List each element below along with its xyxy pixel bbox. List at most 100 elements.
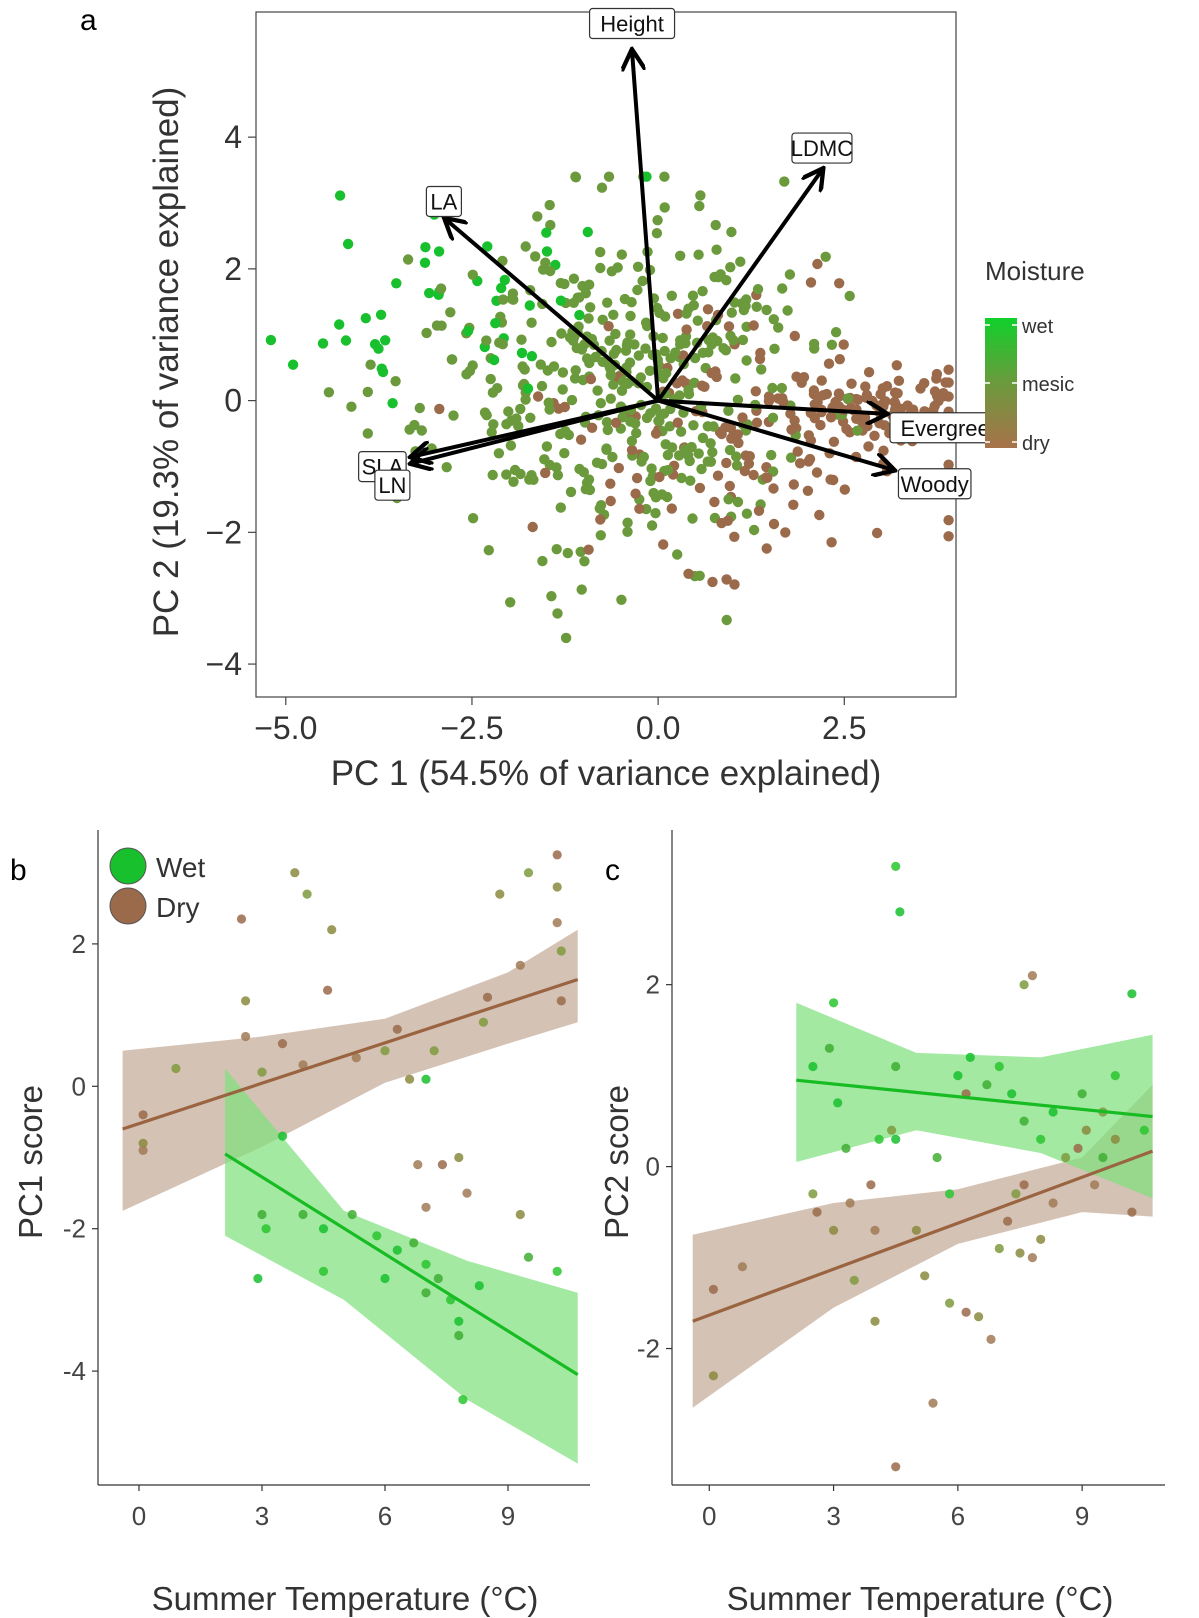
pca-point — [768, 314, 779, 325]
panel-b-axes: 0 3 6 9 2 0 -2 -4 — [63, 830, 590, 1531]
data-point-wet — [891, 1061, 901, 1072]
pca-point — [646, 463, 657, 474]
pca-point — [683, 568, 694, 579]
pca-point — [436, 320, 447, 331]
pca-point — [541, 246, 553, 257]
pca-point — [496, 282, 507, 294]
pca-point — [537, 555, 548, 567]
pca-point — [761, 543, 772, 554]
pca-point — [659, 171, 670, 182]
pca-point — [834, 278, 845, 289]
pca-point — [726, 307, 737, 318]
pca-point — [767, 382, 778, 394]
data-point-dry — [171, 1063, 181, 1074]
pca-point — [610, 328, 621, 340]
panel-b-chart: 0 3 6 9 2 0 -2 -4 Summer Temperature (°C) PC1 s… — [12, 830, 590, 1617]
data-point-dry — [556, 946, 566, 956]
pca-point — [530, 251, 541, 262]
pca-point — [820, 251, 831, 262]
data-point-dry — [462, 1188, 472, 1198]
data-point-dry — [138, 1110, 148, 1120]
pca-point — [564, 332, 576, 343]
pca-point — [792, 446, 803, 457]
pca-point — [575, 434, 587, 445]
data-point-wet — [833, 1098, 843, 1108]
pca-point — [794, 458, 806, 469]
pca-point — [744, 451, 755, 462]
pca-point — [662, 449, 674, 461]
pca-point — [434, 403, 445, 415]
data-point-wet — [552, 1266, 562, 1276]
pca-point — [842, 393, 854, 404]
pca-point — [610, 417, 622, 428]
pca-point — [777, 396, 789, 407]
pca-point — [608, 348, 620, 359]
pca-point — [632, 261, 644, 272]
pca-point — [604, 335, 615, 346]
fit-line-wet — [796, 1078, 1153, 1119]
data-point-dry — [302, 889, 312, 899]
data-point-wet — [392, 1245, 402, 1255]
pca-point — [555, 295, 567, 306]
pca-point — [728, 335, 739, 346]
data-point-dry — [478, 1017, 488, 1027]
loading-label-la: LA — [430, 189, 457, 214]
pca-point — [391, 278, 402, 289]
data-point-dry — [1027, 971, 1037, 981]
pca-point — [416, 425, 427, 436]
data-point-wet — [421, 1074, 431, 1084]
data-point-dry — [392, 1024, 402, 1034]
moisture-colorbar — [985, 318, 1017, 448]
pca-point — [606, 266, 617, 277]
pca-point — [505, 597, 516, 608]
pca-point — [576, 344, 588, 355]
pca-point — [803, 430, 814, 441]
data-point-wet — [257, 1209, 267, 1220]
data-point-wet — [1110, 1071, 1120, 1081]
pca-point — [499, 274, 510, 286]
pca-point — [889, 396, 900, 408]
pca-point — [828, 436, 840, 447]
pca-point — [574, 309, 585, 321]
pca-point — [586, 422, 598, 433]
pca-point — [761, 304, 772, 316]
pca-point — [419, 257, 431, 268]
pca-point — [871, 527, 883, 539]
x-tick-label: 0 — [702, 1501, 716, 1531]
confidence-band-dry — [692, 1084, 1153, 1408]
data-point-dry — [495, 889, 505, 899]
panel-a-x-tick: −2.5 — [440, 710, 503, 746]
pca-point — [575, 546, 586, 557]
data-point-dry — [351, 1053, 361, 1063]
pca-point — [683, 303, 694, 314]
pca-point — [616, 594, 627, 605]
pca-point — [656, 489, 668, 500]
data-point-wet — [1098, 1152, 1108, 1163]
pca-point — [433, 246, 445, 257]
pca-point — [863, 441, 874, 452]
pca-point — [825, 411, 837, 423]
pca-point — [574, 463, 585, 475]
data-point-wet — [808, 1061, 818, 1072]
pca-point — [712, 335, 723, 347]
data-point-dry — [708, 1371, 719, 1381]
wet-dry-legend: Wet Dry — [109, 847, 205, 925]
pca-point — [508, 294, 519, 305]
pca-point — [616, 249, 627, 260]
data-point-dry — [1036, 1234, 1046, 1244]
data-point-dry — [327, 925, 337, 935]
data-point-dry — [961, 1307, 971, 1317]
pca-point — [595, 262, 606, 274]
pca-point — [633, 350, 644, 361]
pca-point — [404, 424, 415, 435]
pca-point — [664, 421, 675, 432]
data-point-dry — [241, 1031, 251, 1042]
panel-c-fit-lines — [692, 1078, 1154, 1323]
pca-point — [645, 475, 656, 487]
pca-point — [435, 283, 447, 294]
pca-point — [486, 427, 497, 438]
pca-point — [540, 257, 551, 268]
pca-point — [265, 334, 277, 346]
pca-point — [522, 383, 534, 394]
